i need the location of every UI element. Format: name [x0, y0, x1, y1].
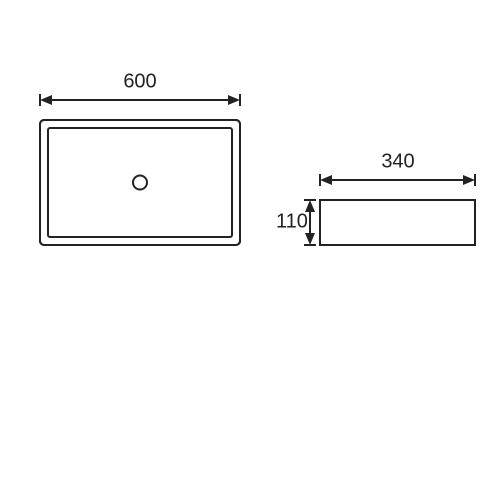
basin-outer: [40, 120, 240, 245]
dim-110-label: 110: [276, 210, 308, 232]
basin-profile: [320, 200, 475, 245]
top-view: 600: [40, 70, 240, 245]
side-view: 340 110: [276, 150, 475, 245]
basin-inner: [48, 128, 232, 237]
dim-600-label: 600: [123, 70, 156, 92]
dim-340-label: 340: [381, 150, 414, 172]
basin-outer: [40, 120, 240, 245]
drain-circle: [133, 176, 147, 190]
